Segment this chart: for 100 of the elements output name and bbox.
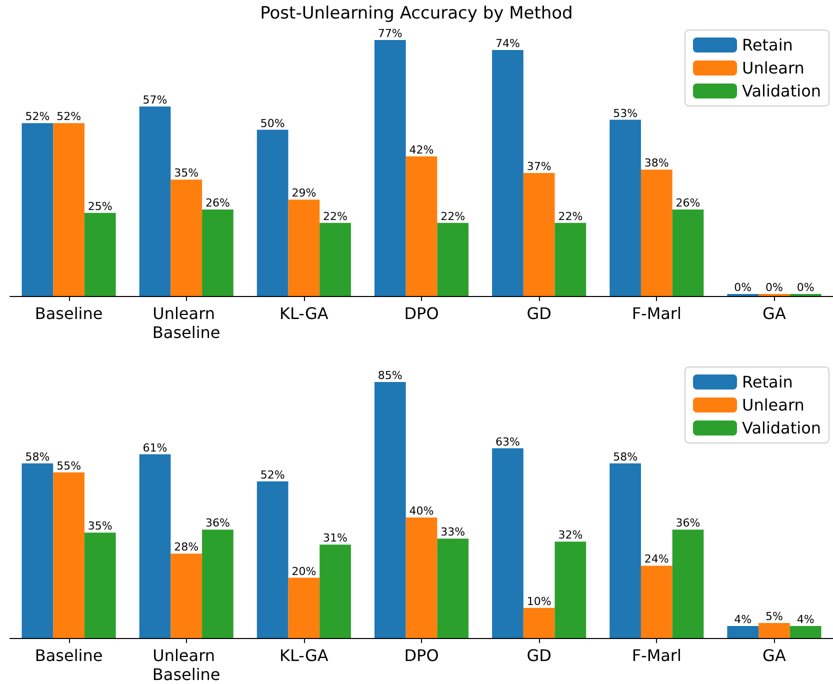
bar	[523, 608, 555, 638]
data-label: 57%	[142, 93, 168, 106]
data-label: 58%	[613, 450, 638, 464]
bar	[492, 448, 524, 638]
bar	[758, 622, 790, 638]
chart-title: Post-Unlearning Accuracy by Method	[260, 4, 573, 24]
bar	[84, 212, 116, 296]
data-label: 53%	[613, 106, 638, 120]
data-label: 22%	[558, 210, 583, 223]
x-tick-label: GA	[762, 646, 786, 665]
legend-label: Unlearn	[742, 396, 804, 414]
bar	[374, 382, 406, 638]
data-label: 26%	[676, 196, 700, 210]
data-label: 25%	[88, 200, 112, 213]
data-label: 37%	[526, 160, 552, 173]
bar	[320, 222, 351, 296]
data-label: 38%	[644, 156, 669, 170]
bar	[610, 463, 641, 638]
data-label: 26%	[205, 196, 230, 210]
data-label: 33%	[440, 526, 466, 539]
bar	[139, 106, 171, 296]
bar	[84, 532, 116, 638]
bar	[640, 170, 672, 296]
data-label: 61%	[142, 441, 168, 454]
data-label: 52%	[25, 110, 50, 124]
bar	[256, 130, 288, 296]
bar	[170, 180, 202, 296]
data-label: 0%	[734, 281, 752, 294]
data-label: 35%	[88, 520, 112, 533]
x-tick-label: DPO	[404, 304, 439, 323]
data-label: 36%	[205, 516, 230, 530]
bar	[492, 50, 524, 296]
bar	[406, 518, 438, 638]
data-label: 20%	[292, 564, 316, 578]
data-label: 35%	[174, 166, 199, 180]
data-label: 52%	[56, 110, 82, 124]
data-label: 10%	[526, 594, 552, 608]
x-tick-label: Unlearn Baseline	[152, 646, 220, 684]
legend-label: Unlearn	[742, 58, 804, 78]
x-tick-label: Baseline	[34, 646, 103, 665]
data-label: 52%	[260, 468, 285, 482]
x-tick-label: Unlearn Baseline	[152, 304, 220, 342]
data-label: 36%	[676, 516, 700, 530]
bar	[523, 172, 555, 296]
legend-label: Retain	[742, 372, 793, 392]
bar	[320, 544, 351, 638]
bar	[256, 481, 288, 638]
bar	[22, 463, 54, 638]
bar	[139, 454, 171, 638]
bar	[202, 530, 234, 638]
bar	[554, 542, 586, 638]
legend-label: Validation	[742, 418, 822, 438]
data-label: 85%	[378, 369, 402, 382]
bar	[202, 210, 234, 296]
x-tick-label: KL-GA	[280, 646, 328, 665]
bar	[790, 626, 822, 638]
data-label: 22%	[440, 210, 466, 223]
bar	[22, 123, 54, 296]
bar	[406, 156, 438, 296]
bar	[437, 222, 469, 296]
x-tick-label: GD	[526, 646, 552, 665]
data-label: 28%	[174, 540, 199, 554]
data-label: 5%	[765, 610, 783, 623]
bar	[374, 40, 406, 296]
bar	[170, 554, 202, 638]
bar	[554, 222, 586, 296]
bar	[53, 123, 84, 296]
x-tick-label: KL-GA	[280, 304, 328, 323]
x-tick-label: F-Marl	[632, 304, 682, 323]
data-label: 22%	[323, 210, 348, 223]
x-tick-label: F-Marl	[632, 646, 682, 665]
x-tick-label: Baseline	[34, 304, 103, 323]
data-label: 29%	[292, 186, 316, 200]
data-label: 24%	[644, 552, 669, 566]
data-label: 63%	[495, 435, 520, 448]
data-label: 4%	[796, 612, 814, 626]
legend-label: Retain	[742, 36, 793, 54]
bar	[672, 210, 704, 296]
data-label: 77%	[378, 27, 402, 40]
data-label: 42%	[409, 143, 434, 156]
data-label: 31%	[323, 532, 348, 545]
bar	[53, 472, 84, 638]
data-label: 40%	[409, 504, 434, 518]
x-tick-label: GA	[762, 304, 786, 323]
bar	[288, 578, 320, 638]
data-label: 74%	[495, 36, 520, 50]
bar	[610, 120, 641, 296]
data-label: 58%	[25, 450, 50, 464]
legend-label: Validation	[742, 82, 822, 100]
data-label: 4%	[734, 612, 752, 626]
bar	[437, 538, 469, 638]
data-label: 55%	[56, 459, 82, 472]
bar	[640, 566, 672, 638]
bar	[672, 530, 704, 638]
data-label: 0%	[796, 281, 814, 294]
data-label: 32%	[558, 528, 583, 542]
data-label: 50%	[260, 116, 285, 130]
bar	[288, 200, 320, 296]
x-tick-label: DPO	[404, 646, 439, 665]
x-tick-label: GD	[526, 304, 552, 323]
